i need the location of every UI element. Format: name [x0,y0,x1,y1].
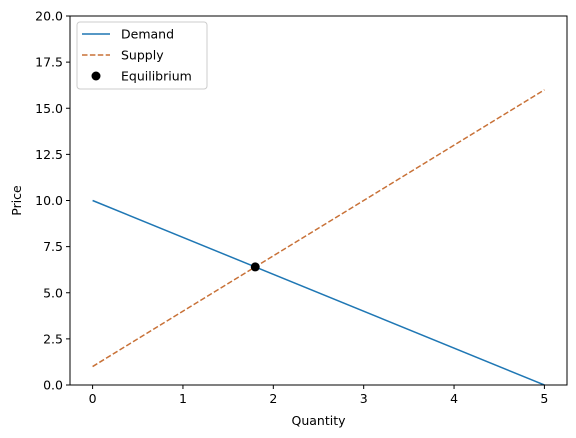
y-tick-label: 10.0 [35,193,63,208]
plot-area [92,89,545,386]
x-tick-label: 3 [360,391,368,406]
y-tick-label: 15.0 [35,101,63,116]
x-tick-label: 0 [89,391,97,406]
legend-swatch-equilibrium [91,71,101,81]
y-axis: 0.0 2.5 5.0 7.5 10.0 12.5 15.0 17.5 20.0 [35,9,70,393]
y-tick-label: 0.0 [43,378,63,393]
series-line-supply [92,89,545,368]
y-tick-label: 5.0 [43,285,63,300]
legend: Demand Supply Equilibrium [76,21,208,90]
x-tick-label: 5 [540,391,548,406]
legend-label-supply: Supply [121,48,164,63]
legend-label-equilibrium: Equilibrium [121,69,192,84]
y-tick-label: 17.5 [35,55,63,70]
point-equilibrium [250,262,260,272]
legend-box [76,21,208,90]
y-axis-label: Price [9,185,24,216]
y-tick-label: 12.5 [35,147,63,162]
y-tick-label: 20.0 [35,9,63,24]
x-axis: 0 1 2 3 4 5 [89,385,548,406]
series-line-demand [92,199,545,386]
legend-label-demand: Demand [121,27,174,42]
x-tick-label: 1 [179,391,187,406]
x-tick-label: 2 [269,391,277,406]
x-tick-label: 4 [450,391,458,406]
y-tick-label: 2.5 [43,331,63,346]
y-tick-label: 7.5 [43,239,63,254]
x-axis-label: Quantity [291,413,346,428]
